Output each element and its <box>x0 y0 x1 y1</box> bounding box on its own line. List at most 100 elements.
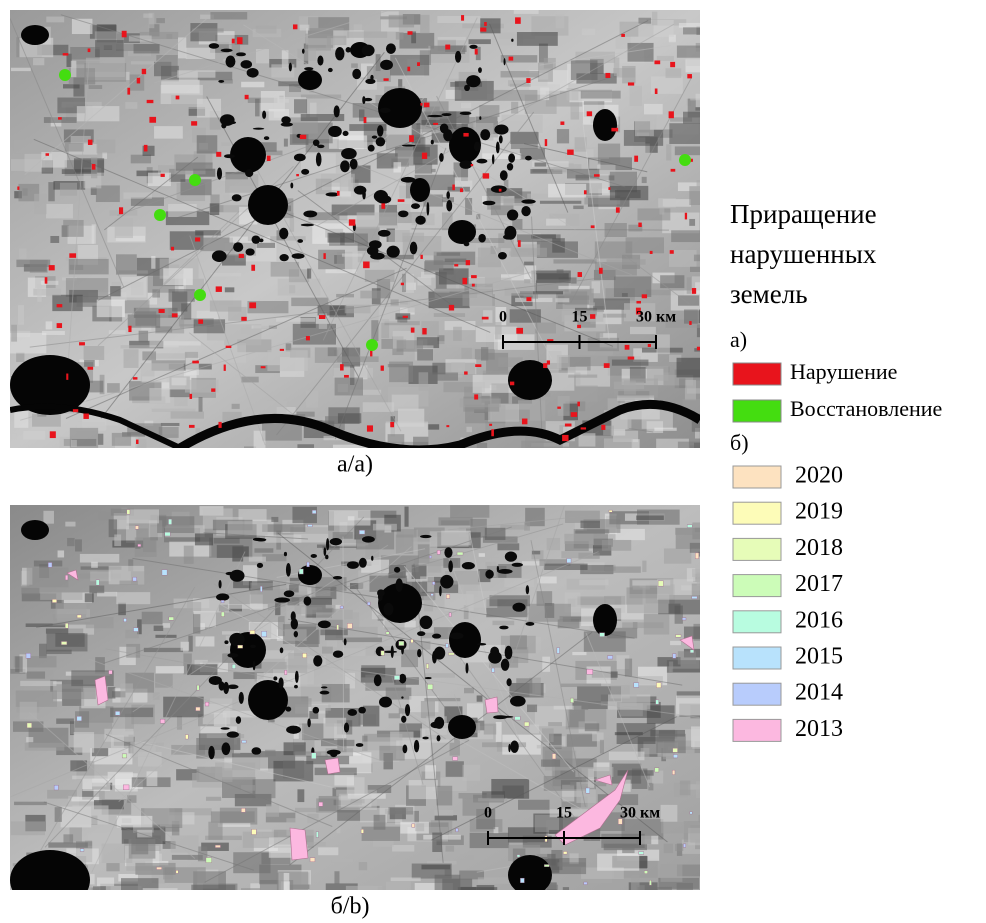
terrain <box>463 765 481 781</box>
disturbance <box>251 265 255 271</box>
lake <box>437 735 441 741</box>
increment <box>205 702 209 706</box>
disturbance <box>420 255 422 259</box>
disturbance <box>480 28 486 32</box>
lake <box>344 638 347 645</box>
disturbance <box>587 111 592 116</box>
lake <box>256 538 267 541</box>
disturbance <box>509 57 514 61</box>
lake <box>229 633 244 646</box>
legend-swatch <box>733 363 781 385</box>
terrain <box>297 412 315 417</box>
increment <box>312 510 316 513</box>
lake <box>374 675 382 687</box>
disturbance <box>605 73 610 78</box>
lake <box>236 52 246 56</box>
terrain <box>271 517 278 522</box>
terrain <box>71 670 113 686</box>
terrain <box>192 28 224 32</box>
disturbance <box>191 121 197 125</box>
terrain <box>318 847 338 855</box>
terrain <box>208 822 222 840</box>
disturbance <box>670 250 674 254</box>
terrain <box>678 442 711 450</box>
legend-label: 2014 <box>795 680 843 706</box>
terrain <box>211 273 241 277</box>
disturbance <box>581 427 586 429</box>
lake <box>503 234 514 239</box>
terrain <box>97 300 125 318</box>
disturbance <box>545 139 547 146</box>
lake <box>264 136 269 140</box>
lake <box>301 169 309 175</box>
terrain <box>199 397 203 412</box>
legend-label: 2015 <box>795 644 843 670</box>
terrain <box>362 827 400 841</box>
terrain <box>262 524 305 532</box>
lake <box>496 141 500 153</box>
lake <box>420 616 433 629</box>
terrain <box>135 863 175 875</box>
increment <box>448 653 454 655</box>
increment <box>492 668 495 672</box>
lake <box>507 678 512 686</box>
increment <box>584 882 587 885</box>
disturbance <box>510 382 514 386</box>
terrain <box>25 743 65 751</box>
lake <box>459 160 472 169</box>
terrain <box>326 640 337 647</box>
increment <box>427 684 432 689</box>
terrain <box>373 524 397 531</box>
terrain <box>595 241 632 258</box>
terrain <box>517 32 558 46</box>
disturbance <box>483 173 490 178</box>
terrain <box>420 15 429 34</box>
increment <box>524 722 529 726</box>
disturbance <box>319 315 325 319</box>
disturbance <box>232 39 235 44</box>
terrain <box>20 681 56 686</box>
terrain <box>565 289 594 306</box>
disturbance <box>628 357 635 360</box>
terrain <box>687 750 725 754</box>
terrain <box>660 275 684 288</box>
lake <box>344 722 349 732</box>
terrain <box>331 859 353 862</box>
terrain <box>389 15 414 28</box>
terrain <box>86 617 114 628</box>
lake <box>273 676 277 680</box>
terrain <box>482 153 521 159</box>
terrain <box>633 622 638 629</box>
terrain <box>154 626 164 631</box>
increment <box>176 870 178 873</box>
increment <box>563 851 567 854</box>
increment <box>600 633 605 637</box>
lake <box>209 43 219 49</box>
terrain <box>85 593 94 602</box>
map-a <box>10 10 740 464</box>
terrain <box>451 362 465 372</box>
increment <box>682 618 686 620</box>
lake <box>281 122 293 126</box>
terrain <box>184 546 194 564</box>
terrain <box>631 875 640 893</box>
lake <box>290 183 293 189</box>
terrain <box>390 55 429 76</box>
lake <box>324 547 327 556</box>
terrain <box>267 350 307 371</box>
terrain <box>675 844 683 851</box>
lake <box>478 67 482 73</box>
lake <box>284 552 287 556</box>
lake <box>512 603 525 612</box>
road <box>343 537 344 751</box>
terrain <box>510 132 539 144</box>
lake <box>313 655 322 666</box>
increment <box>673 748 678 752</box>
terrain <box>116 592 150 604</box>
disturbance <box>216 152 221 157</box>
terrain <box>147 771 158 786</box>
legend-swatch <box>733 683 781 705</box>
increment <box>656 700 659 704</box>
restoration <box>194 289 206 301</box>
disturbance <box>218 422 221 428</box>
